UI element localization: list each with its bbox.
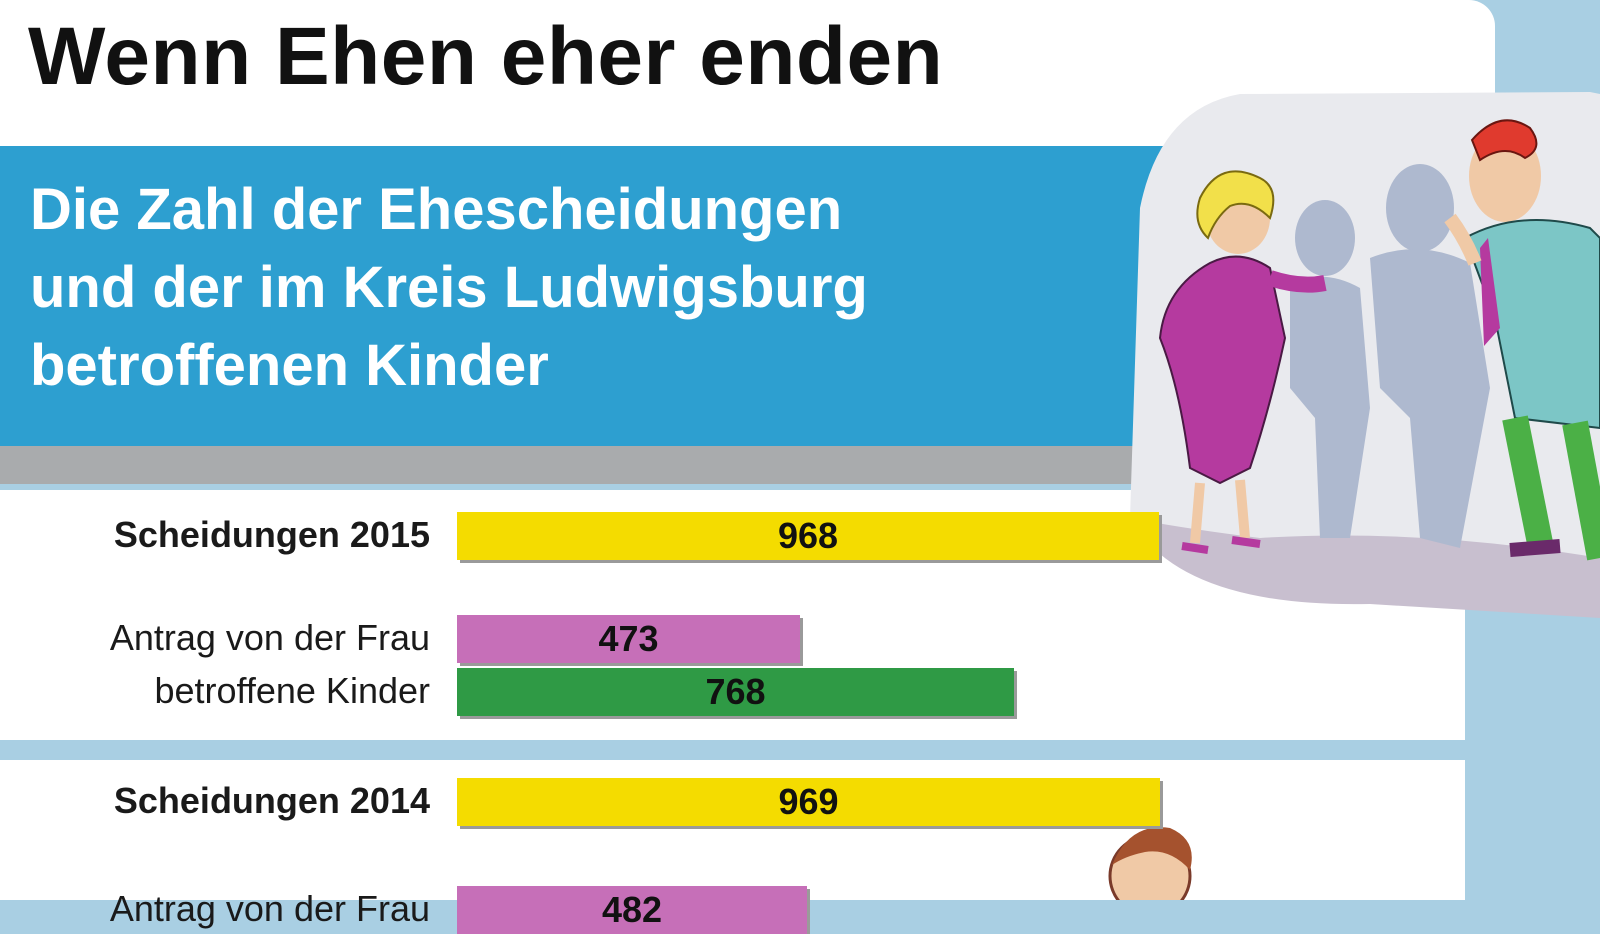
upset-child-illustration [1108,827,1192,900]
subtitle-line-3: betroffenen Kinder [30,333,549,398]
bar-scheidungen: 968 [457,512,1159,560]
subtitle-band: Die Zahl der Ehescheidungen und der im K… [0,146,1210,446]
title-panel: Wenn Ehen eher enden [0,0,1495,150]
arguing-couple-illustration [1130,92,1600,618]
chart-title: Wenn Ehen eher enden [28,11,944,102]
band-shadow [0,446,1210,484]
bar-value-label: 473 [598,618,659,659]
bar-value-label: 969 [778,781,839,822]
row-label: betroffene Kinder [154,670,430,711]
row-label: Scheidungen 2014 [113,780,430,821]
bar-scheidungen: 969 [457,778,1160,826]
bar-antrag_frau: 473 [457,615,800,663]
row-label: Antrag von der Frau [109,617,430,658]
subtitle-line-2: und der im Kreis Ludwigsburg [30,255,868,320]
bar-kinder: 768 [457,668,1014,716]
bar-value-label: 968 [777,515,839,556]
bar-value-label: 768 [705,671,766,712]
row-label: Antrag von der Frau [109,888,430,929]
bar-value-label: 482 [601,889,663,930]
row-label: Scheidungen 2015 [113,514,430,555]
bar-antrag_frau: 482 [457,886,807,934]
subtitle-line-1: Die Zahl der Ehescheidungen [30,177,843,242]
